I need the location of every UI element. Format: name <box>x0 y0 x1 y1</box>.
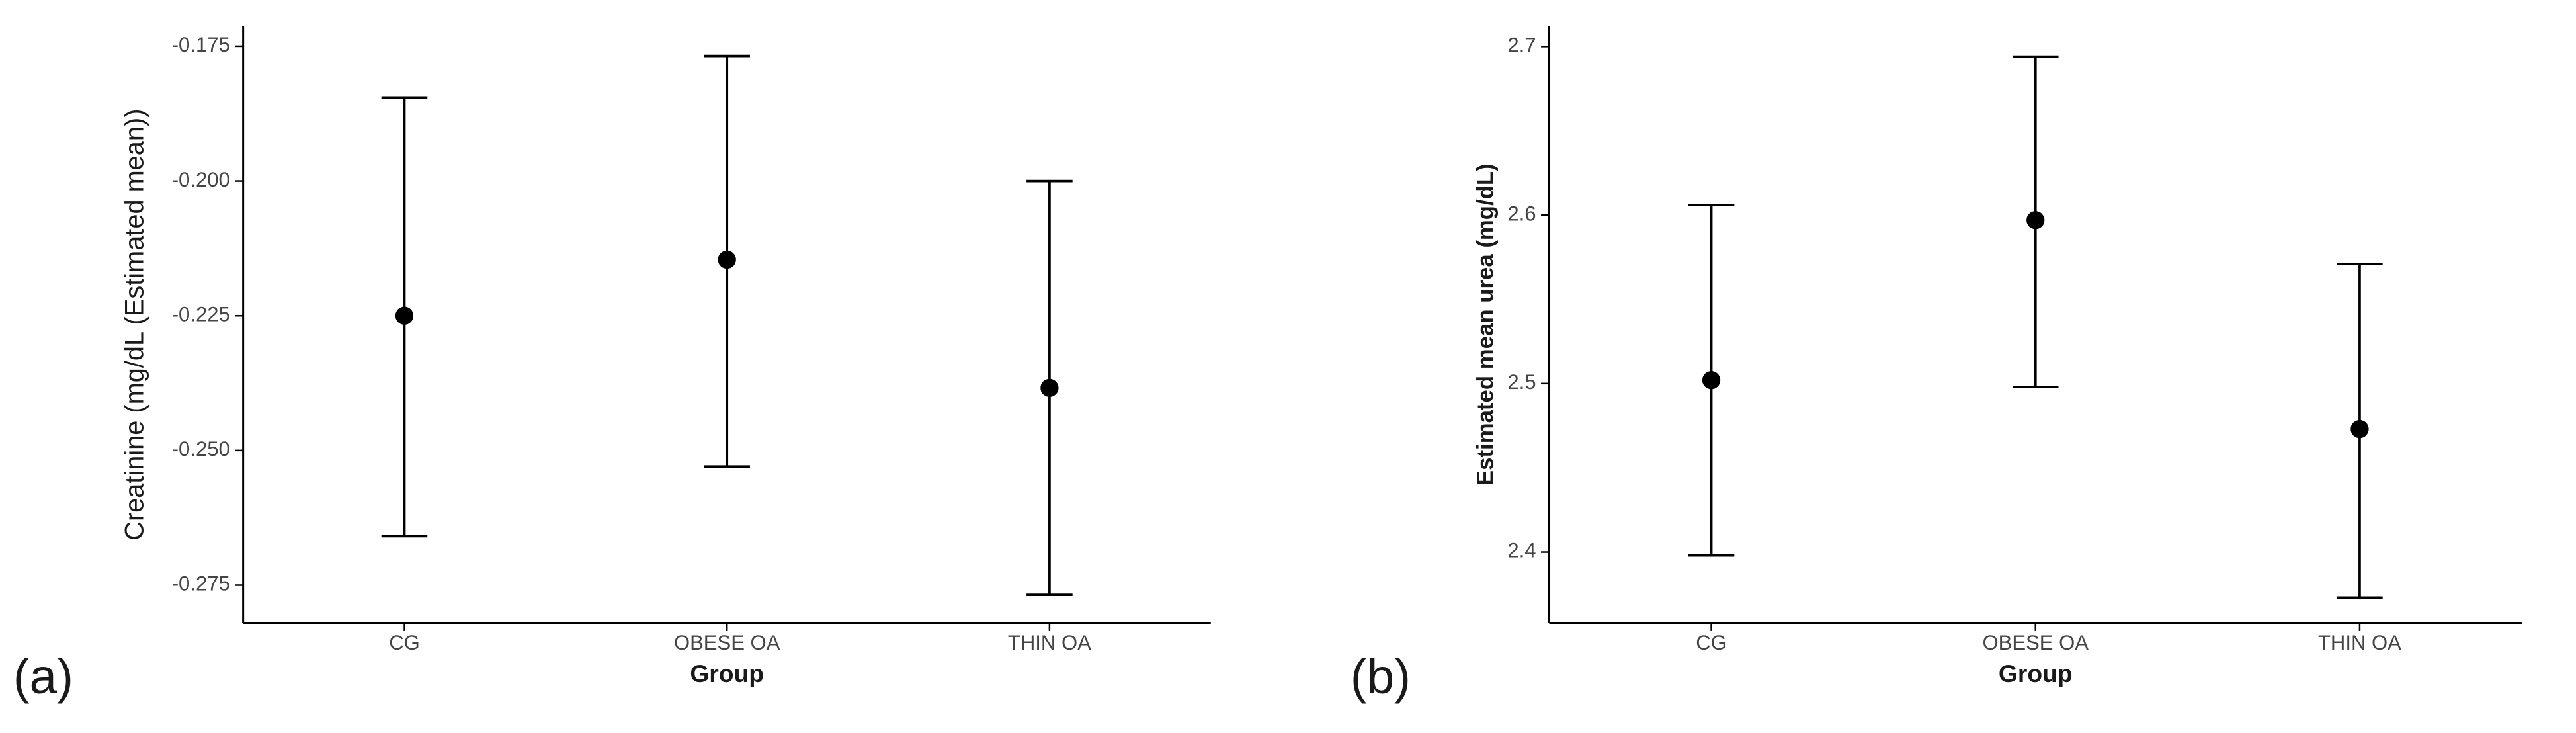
chart-panel: 2.4 2.5 2.6 2.7 CG OBESE OA THIN OA Group Estima… <box>1350 26 2522 704</box>
x-axis-title: Group <box>1999 660 2073 687</box>
y-axis-title: Estimated mean urea (mg/dL) <box>1473 163 1498 486</box>
y-tick-label: -0.175 <box>172 33 230 56</box>
y-tick-label: 2.5 <box>1507 370 1536 394</box>
y-tick-label: 2.6 <box>1507 202 1536 225</box>
y-tick-label: -0.200 <box>172 168 230 191</box>
mean-point <box>1702 371 1721 390</box>
y-axis-title: Creatinine (mg/dL (Estimated mean)) <box>120 109 149 540</box>
panel-label: (a) <box>13 649 73 704</box>
x-axis-title: Group <box>690 660 764 687</box>
y-tick-label: -0.275 <box>172 572 230 595</box>
y-tick-label: -0.250 <box>172 437 230 460</box>
mean-point <box>2350 419 2369 439</box>
x-tick-label: THIN OA <box>1008 631 1091 654</box>
x-tick-label: CG <box>1696 631 1727 654</box>
panel-label: (b) <box>1350 649 1411 704</box>
x-tick-label: OBESE OA <box>674 631 780 654</box>
mean-point <box>1040 378 1059 398</box>
x-tick-label: OBESE OA <box>1983 631 2089 654</box>
y-tick-label: 2.7 <box>1507 34 1536 57</box>
x-tick-label: THIN OA <box>2318 631 2401 654</box>
mean-point <box>2026 211 2045 230</box>
mean-point <box>395 306 414 325</box>
mean-point <box>718 250 736 269</box>
chart-panel: -0.275 -0.250 -0.225 -0.200 -0.175 CG OBESE OA… <box>13 26 1211 704</box>
y-tick-label: 2.4 <box>1507 539 1536 562</box>
y-tick-label: -0.225 <box>172 302 230 325</box>
x-tick-label: CG <box>389 631 420 654</box>
